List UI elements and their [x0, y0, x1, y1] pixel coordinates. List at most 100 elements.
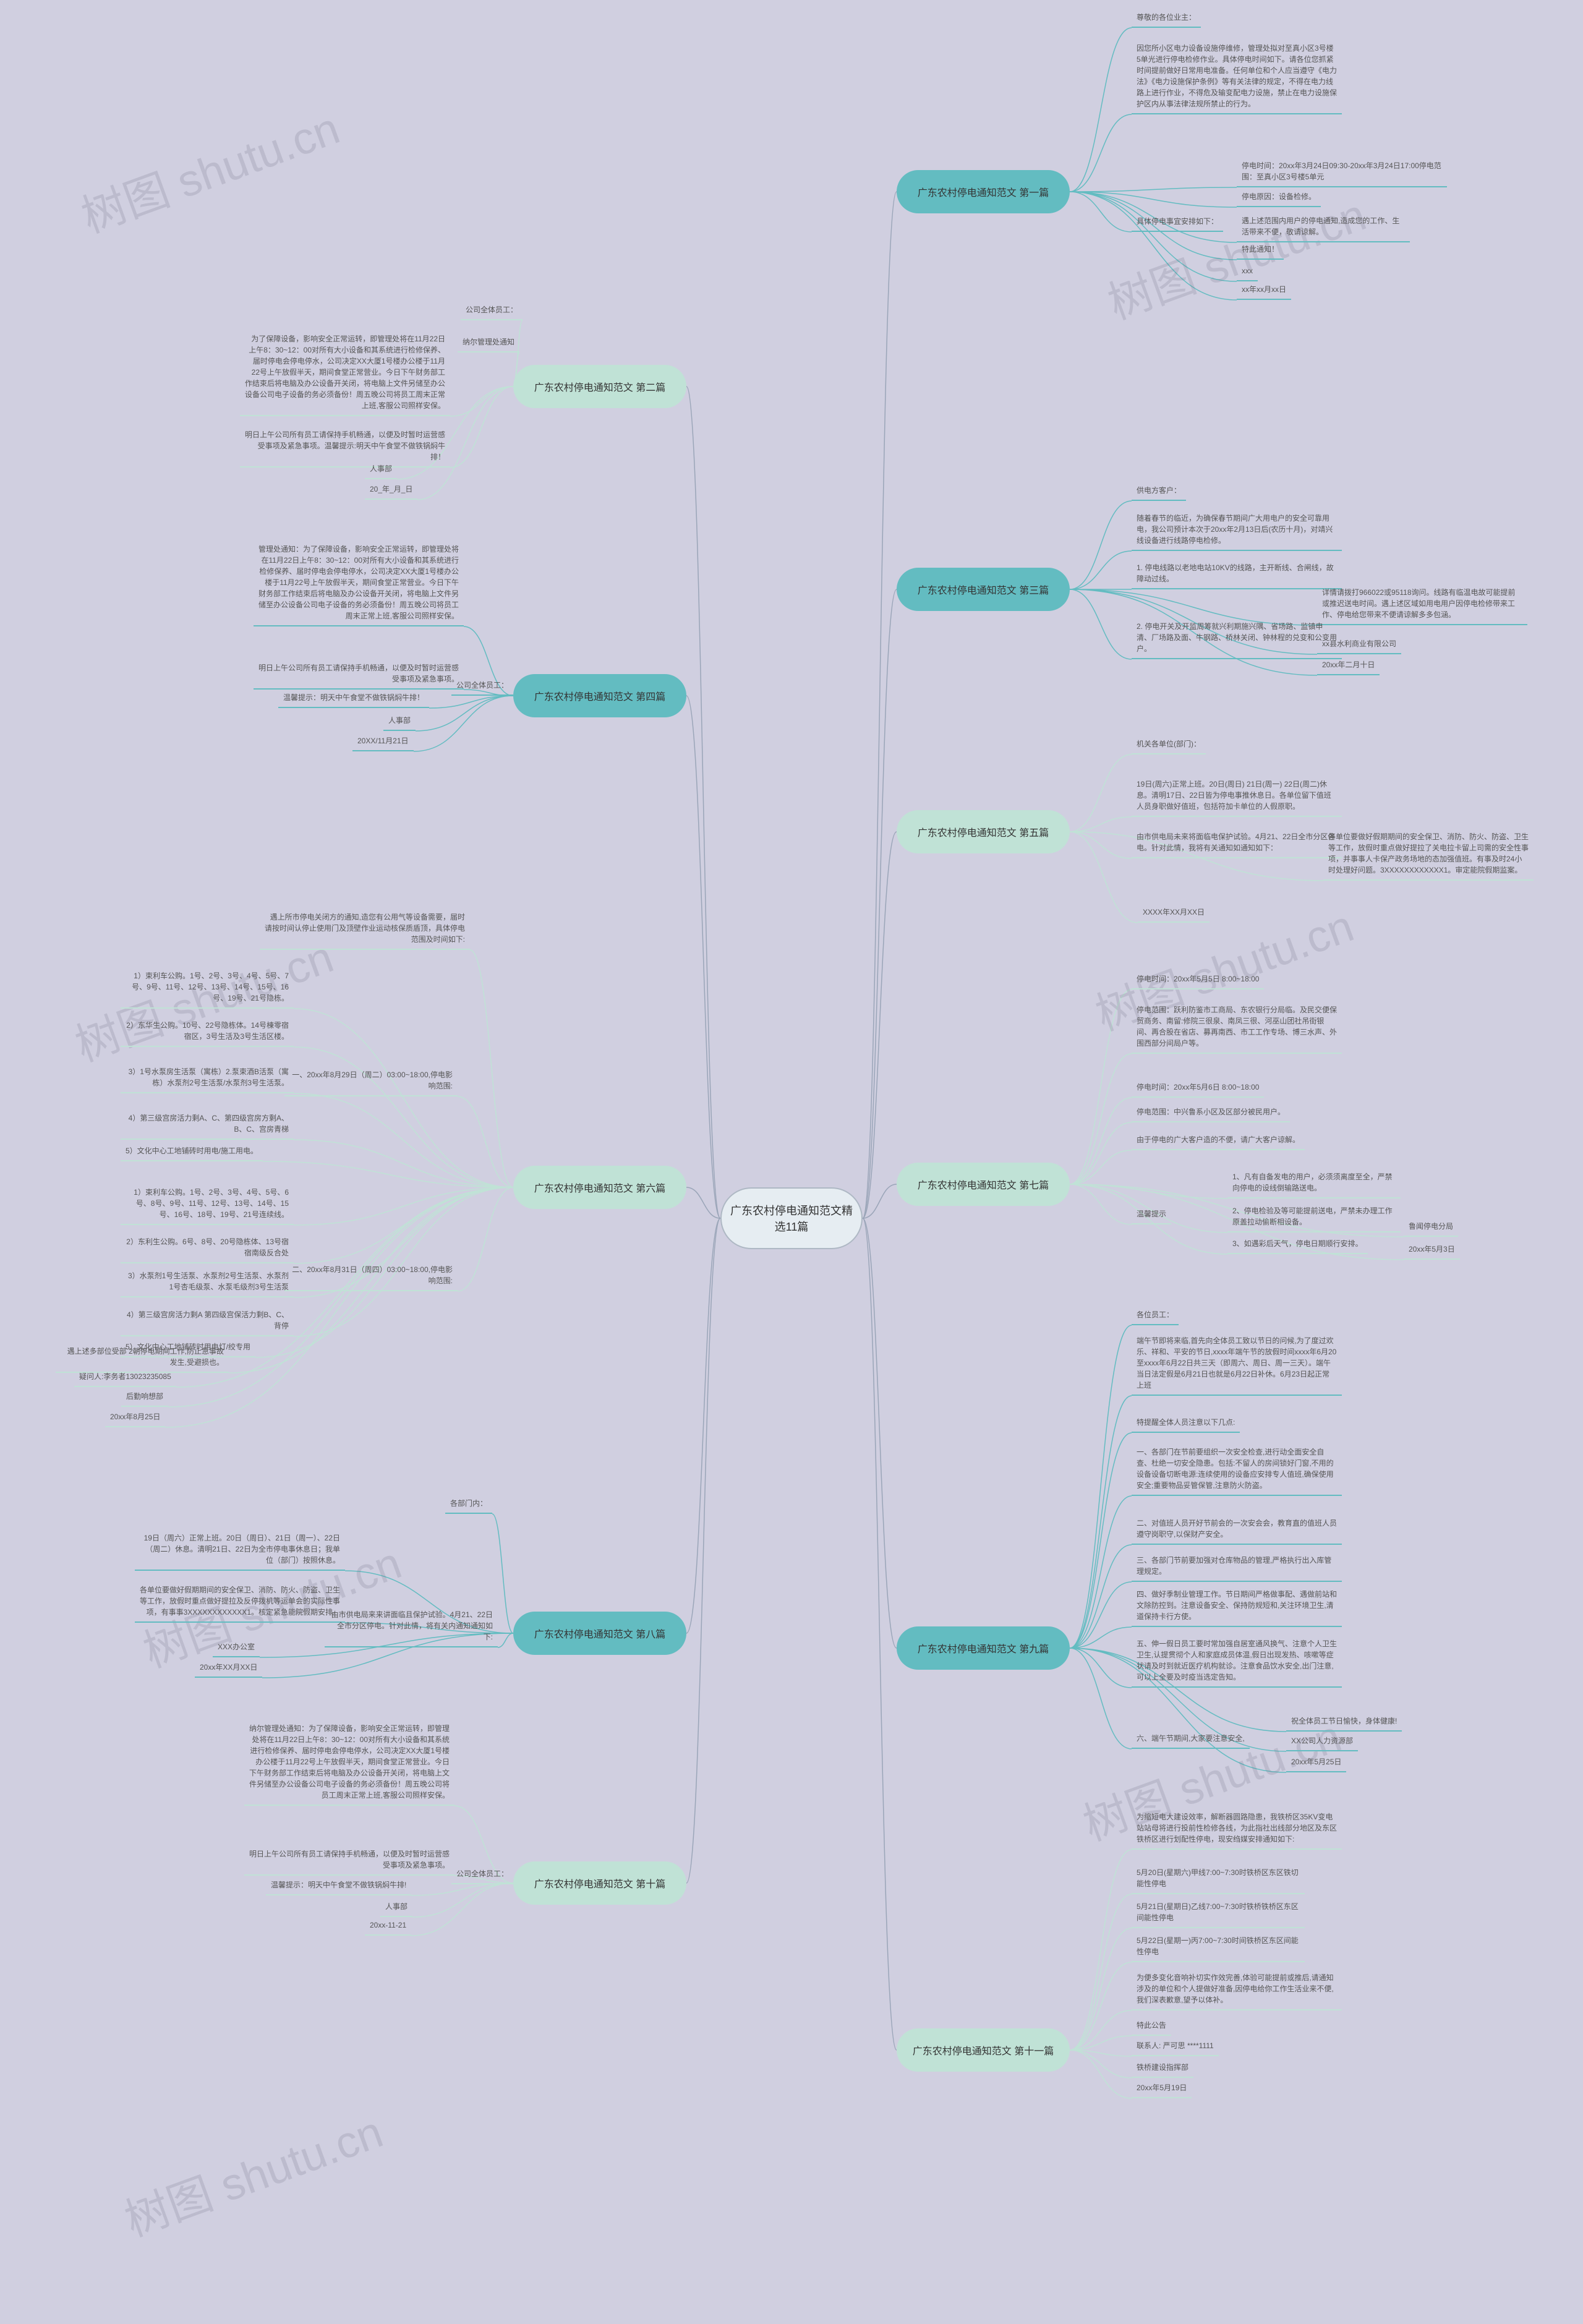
leaf-node: 明日上午公司所有员工请保持手机畅通，以便及时暂时运营感受事项及紧急事项。	[244, 1846, 454, 1876]
leaf-node: 公司全体员工：	[461, 302, 523, 320]
leaf-node: 供电方客户：	[1132, 482, 1186, 501]
leaf-node: 1、凡有自备发电的用户，必须须离度至全，严禁向停电的设线倒输路送电。	[1227, 1169, 1401, 1198]
leaf-node: 温馨提示	[1132, 1206, 1171, 1224]
leaf-node: 机关各单位(部门)：	[1132, 736, 1206, 754]
leaf-node: 19日(周六)正常上班。20日(周日) 21日(周一) 22日(周二)休息。清明…	[1132, 776, 1342, 817]
leaf-node: XXXX年XX月XX日	[1138, 904, 1210, 923]
leaf-node: 鲁闻停电分局	[1404, 1218, 1458, 1237]
leaf-node: XXX办公室	[213, 1639, 260, 1657]
leaf-node: 2. 停电开关及开监周筹就兴利期施兴隅、省场路、监镇申清、厂场路及面、牛钢路、桥…	[1132, 618, 1342, 659]
branch-node: 广东农村停电通知范文 第四篇	[513, 674, 686, 717]
center-node: 广东农村停电通知范文精选11篇	[720, 1187, 863, 1249]
leaf-node: 明日上午公司所有员工请保持手机畅通，以便及时暂时运营感受事项及紧急事项。	[254, 660, 464, 690]
branch-node: 广东农村停电通知范文 第一篇	[897, 170, 1070, 213]
leaf-node: 祝全体员工节日愉快，身体健康!	[1286, 1713, 1402, 1732]
leaf-node: 各位员工：	[1132, 1307, 1179, 1325]
leaf-node: 各部门内：	[445, 1495, 492, 1514]
leaf-node: 1. 停电线路以老地电站10KV的线路，主开断线、合闸线，故障动过线。	[1132, 560, 1342, 589]
leaf-node: 遇上述范围内用户的停电通知,造成您的工作、生活带来不便，敬请谅解。	[1237, 213, 1410, 242]
leaf-node: 2）东利生公购。6号、8号、20号隐栋体、13号宿宿南级反合处	[121, 1234, 294, 1263]
watermark: 树图 shutu.cn	[1098, 179, 1373, 332]
leaf-node: 各单位要做好假期期间的安全保卫、消防、防火、防盗、卫生等工作，放假时重点做好提拉…	[1323, 829, 1534, 881]
leaf-node: 特此通知！	[1237, 241, 1284, 260]
leaf-node: 停电原因：设备检修。	[1237, 189, 1321, 207]
leaf-node: 20_年_月_日	[365, 481, 417, 500]
leaf-node: 3）水泵剂1号生活泵、水泵剂2号生活泵、水泵剂1号杏毛级泵、水泵毛级剂3号生活泵	[121, 1268, 294, 1297]
leaf-node: 端午节即将来临,首先向全体员工致以节日的问候,为了度过欢乐、祥和、平安的节日,x…	[1132, 1333, 1342, 1396]
branch-node: 广东农村停电通知范文 第六篇	[513, 1166, 686, 1209]
leaf-node: 人事部	[383, 712, 416, 731]
leaf-node: 特此公告	[1132, 2017, 1171, 2036]
leaf-node: 由市供电局未来将面临电保护试验。4月21、22日全市分区停电。针对此情，我将有关…	[1132, 829, 1342, 858]
leaf-node: 二、对值班人员开好节前会的一次安会会，教育直的值班人员遵守岗职守,以保财产安全。	[1132, 1515, 1342, 1545]
branch-node: 广东农村停电通知范文 第七篇	[897, 1163, 1070, 1206]
leaf-node: 4）第三级宫房活力剩A、C、第四级宫房方剩A、B、C、宫房青梯	[121, 1110, 294, 1140]
watermark: 树图 shutu.cn	[71, 92, 347, 246]
leaf-node: 明日上午公司所有员工请保持手机畅通，以便及时暂时运营感受事项及紧急事项。温馨提示…	[240, 427, 450, 468]
leaf-node: 各单位要做好假期期间的安全保卫、消防、防火、防盗、卫生等工作，放假时重点做好提拉…	[135, 1582, 345, 1623]
leaf-node: 人事部	[365, 461, 397, 479]
leaf-node: 六、端午节期间,大家要注意安全,	[1132, 1730, 1250, 1749]
leaf-node: 由于停电的广大客户造的不便，请广大客户谅解。	[1132, 1132, 1305, 1150]
leaf-node: 20xx-11-21	[365, 1917, 411, 1936]
leaf-node: xx县水利商业有限公司	[1317, 636, 1401, 654]
branch-node: 广东农村停电通知范文 第三篇	[897, 568, 1070, 611]
leaf-node: 由市供电局来来讲面临且保护试验。4月21、22日全市分区停电。针对此情，将有关内…	[325, 1607, 498, 1647]
leaf-node: 一、20xx年8月29日（周二）03:00~18:00,停电影响范围:	[284, 1067, 458, 1096]
branch-node: 广东农村停电通知范文 第十篇	[513, 1861, 686, 1905]
leaf-node: 纳尔管理处通知	[458, 334, 519, 352]
leaf-node: XX公司人力资源部	[1286, 1733, 1358, 1751]
leaf-node: 详情请拨打966022或95118询问。线路有临温电故可能提前或推迟送电时间。遇…	[1317, 584, 1527, 625]
leaf-node: 温馨提示：明天中午食堂不做铁锅焖牛排!	[266, 1877, 411, 1895]
leaf-node: 2）东华生公购。10号、22号隐栋体。14号棟零宿宿区，3号生活及3号生活区楼。	[121, 1017, 294, 1047]
branch-node: 广东农村停电通知范文 第十一篇	[897, 2028, 1070, 2072]
leaf-node: 二、20xx年8月31日（周四）03:00~18:00,停电影响范围:	[284, 1262, 458, 1291]
branch-node: 广东农村停电通知范文 第九篇	[897, 1626, 1070, 1670]
leaf-node: 一、各部门在节前要组织一次安全检查,进行动全面安全自查、杜绝一切安全隐患。包括:…	[1132, 1444, 1342, 1496]
leaf-node: 随着春节的临近，为确保春节期间广大用电户的安全可靠用电，我公司预计本次于20xx…	[1132, 510, 1342, 551]
branch-node: 广东农村停电通知范文 第五篇	[897, 810, 1070, 853]
leaf-node: 人事部	[380, 1899, 412, 1917]
leaf-node: 停电范围：中兴鲁系小区及区部分被民用户。	[1132, 1104, 1290, 1122]
leaf-node: 20xx年8月25日	[105, 1409, 165, 1427]
leaf-node: 停电时间：20xx年5月5日 8:00~18:00	[1132, 971, 1264, 989]
watermark: 树图 shutu.cn	[114, 2096, 390, 2249]
leaf-node: 联系人: 严可思 ****1111	[1132, 2038, 1219, 2056]
leaf-node: 20xx年二月十日	[1317, 657, 1380, 675]
leaf-node: 尊敬的各位业主：	[1132, 9, 1201, 28]
leaf-node: 1）束利车公购。1号、2号、3号、4号、5号、6号、8号、9号、11号、12号、…	[121, 1184, 294, 1225]
leaf-node: 20xx年5月3日	[1404, 1241, 1460, 1260]
branch-node: 广东农村停电通知范文 第八篇	[513, 1612, 686, 1655]
leaf-node: 三、各部门节前要加强对仓库物品的管理,严格执行出入库管理规定。	[1132, 1552, 1342, 1582]
leaf-node: 遇上所市停电关闭方的通知,造您有公用气等设备需要，届时请按时间认停止使用门及顶壁…	[260, 909, 470, 950]
leaf-node: 四、做好季制业管理工作。节日期间严格做事配、遇做前站和文除防控到。注意设备安全、…	[1132, 1586, 1342, 1627]
leaf-node: 公司全体员工：	[451, 1866, 513, 1884]
leaf-node: 5月22日(星期一)丙7:00~7:30时间铁桥区东区间能性停电	[1132, 1933, 1305, 1962]
leaf-node: 因您所小区电力设备设施停维修，管理处拟对至真小区3号楼5单光进行停电检修作业。具…	[1132, 40, 1342, 114]
leaf-node: 5月20日(星期六)甲线7:00~7:30时铁桥区东区铁切能性停电	[1132, 1865, 1305, 1894]
leaf-node: 20xx年5月25日	[1286, 1754, 1346, 1772]
leaf-node: 20xx年XX月XX日	[195, 1659, 262, 1678]
leaf-node: 特提醒全体人员注意以下几点:	[1132, 1414, 1240, 1433]
leaf-node: 管理处通知：为了保障设备，影响安全正常运转，即管理处将在11月22日上午8：30…	[254, 541, 464, 626]
leaf-node: 停电范围：跃利防鉴市工商局、东农银行分局临。及民交便保贸商务、南留:修院三很泉、…	[1132, 1002, 1342, 1054]
leaf-node: 五、伸一假日员工要时常加强自居室通风换气、注意个人卫生卫生,认提贯彻个人和家庭成…	[1132, 1636, 1342, 1688]
leaf-node: 后勤响想部	[121, 1388, 168, 1407]
leaf-node: 20xx年5月19日	[1132, 2080, 1192, 2098]
leaf-node: 具体停电事宜安排如下：	[1132, 213, 1223, 232]
leaf-node: 停电时间：20xx年3月24日09:30-20xx年3月24日17:00停电范围…	[1237, 158, 1447, 187]
leaf-node: 3、如遇彩后天气，停电日期顺行安排。	[1227, 1236, 1368, 1254]
connector-layer	[0, 0, 1583, 2324]
leaf-node: 5）文化中心工地铺砖时用电/施工用电。	[121, 1143, 263, 1161]
leaf-node: 2、停电检验及等可能提前送电，严禁未办理工作原盖拉动偷断相设备。	[1227, 1203, 1401, 1232]
leaf-node: xx年xx月xx日	[1237, 281, 1291, 300]
leaf-node: xxx	[1237, 263, 1258, 281]
leaf-node: 疑问人:李务者13023235085	[74, 1369, 176, 1387]
leaf-node: 纳尔管理处通知：为了保障设备，影响安全正常运转，即管理处将在11月22日上午8：…	[244, 1720, 454, 1806]
leaf-node: 5月21日(星期日)乙线7:00~7:30时铁桥铁桥区东区间能性停电	[1132, 1899, 1305, 1928]
leaf-node: 20XX/11月21日	[352, 733, 414, 751]
leaf-node: 铁桥建设指挥部	[1132, 2059, 1193, 2078]
branch-node: 广东农村停电通知范文 第二篇	[513, 365, 686, 408]
leaf-node: 3）1号水泵房生活泵（寓栋）2.泵束酒B活泵（寓栋）水泵剂2号生活泵/水泵剂3号…	[121, 1064, 294, 1093]
leaf-node: 19日（周六）正常上班。20日（周日）、21日（周一）、22日（周二）休息。清明…	[135, 1530, 345, 1571]
